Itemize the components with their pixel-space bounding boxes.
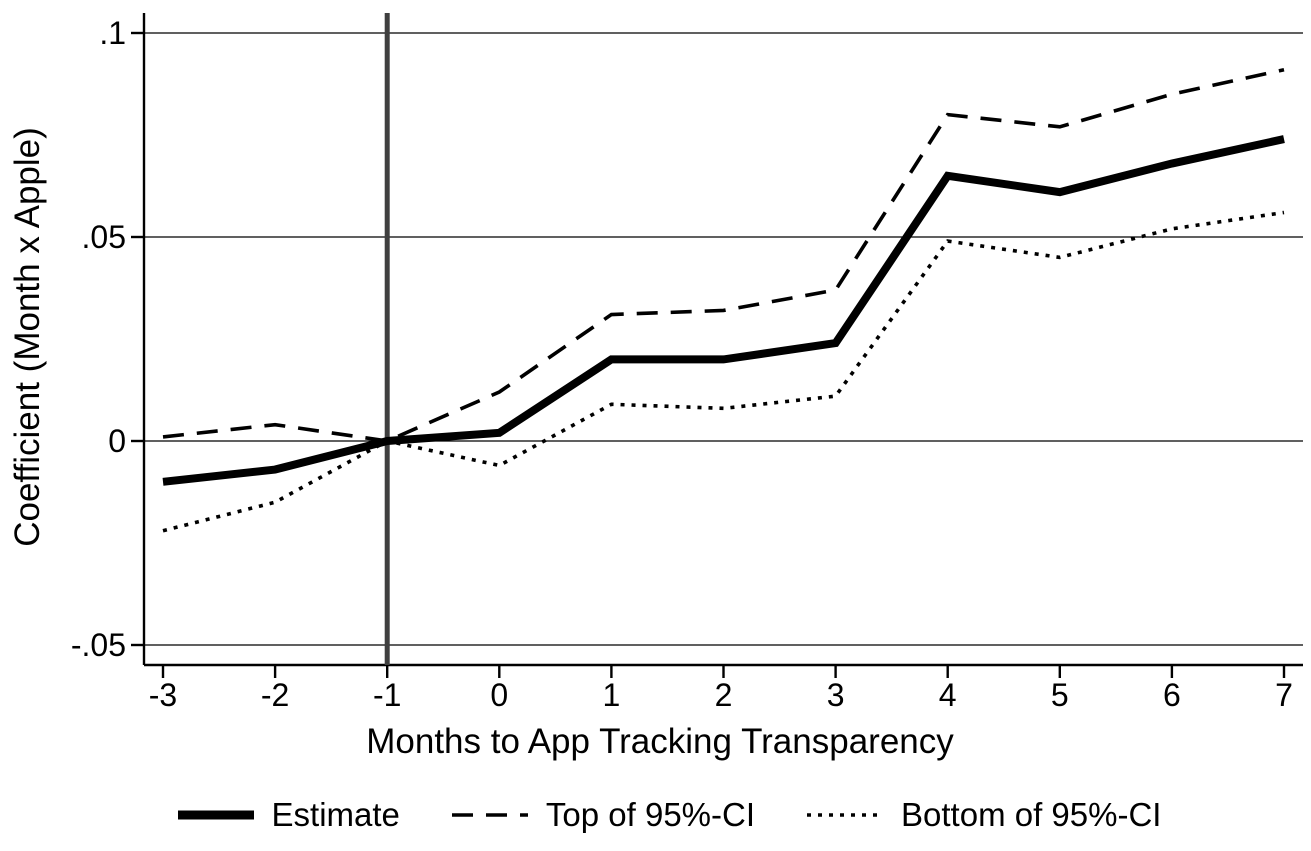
x-tick-label-5: 2 <box>715 677 733 713</box>
x-tick-label-0: -3 <box>149 677 177 713</box>
dashed-line-swatch <box>451 812 528 817</box>
dotted-line-swatch <box>807 812 884 817</box>
x-tick-label-7: 4 <box>939 677 957 713</box>
x-tick-label-3: 0 <box>490 677 508 713</box>
chart-canvas: .1 .05 0 -.05 -3 -2 -1 0 1 2 3 4 5 6 7 <box>71 13 1303 713</box>
y-tick-label-0: .1 <box>99 15 126 51</box>
top-ci-line <box>162 67 1285 443</box>
legend-label-0: Estimate <box>271 796 400 833</box>
x-tick-label-2: -1 <box>373 677 401 713</box>
legend-label-2: Bottom of 95%-CI <box>901 796 1162 833</box>
y-tick-label-3: -.05 <box>71 627 126 663</box>
x-tick-label-4: 1 <box>603 677 621 713</box>
x-tick-label-10: 7 <box>1275 677 1293 713</box>
legend-item-0: Estimate <box>177 796 400 833</box>
y-axis-title: Coefficient (Month x Apple) <box>8 127 47 547</box>
solid-line-swatch <box>177 810 254 819</box>
legend-label-1: Top of 95%-CI <box>545 796 756 833</box>
x-tick-label-1: -2 <box>261 677 289 713</box>
x-tick-label-6: 3 <box>827 677 845 713</box>
legend: Estimate Top of 95%-CI Bottom of 95%-CI <box>14 798 1311 831</box>
legend-item-1: Top of 95%-CI <box>451 796 756 833</box>
bottom-ci-line <box>162 210 1285 533</box>
legend-item-2: Bottom of 95%-CI <box>807 798 1161 831</box>
y-tick-label-1: .05 <box>82 219 126 255</box>
estimate-line <box>162 135 1285 486</box>
x-tick-label-8: 5 <box>1051 677 1069 713</box>
x-axis-title: Months to App Tracking Transparency <box>366 722 954 761</box>
y-tick-label-2: 0 <box>108 423 126 459</box>
x-tick-label-9: 6 <box>1163 677 1181 713</box>
